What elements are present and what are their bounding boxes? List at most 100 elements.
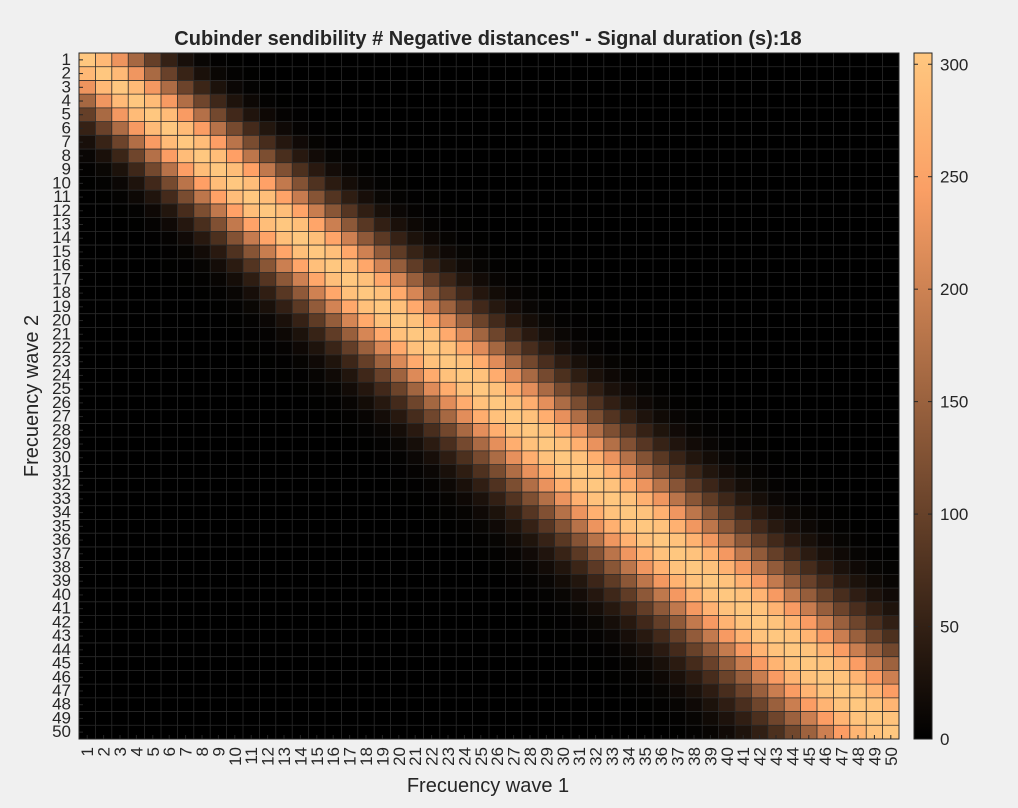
heatmap-cell: [800, 409, 818, 424]
heatmap-cell: [374, 245, 391, 260]
heatmap-cell: [538, 396, 555, 411]
heatmap-cell: [111, 492, 129, 507]
heatmap-cell: [718, 533, 736, 548]
heatmap-cell: [767, 437, 785, 452]
heatmap-cell: [587, 437, 605, 452]
heatmap-cell: [341, 711, 359, 726]
heatmap-cell: [308, 162, 326, 177]
heatmap-cell: [374, 615, 391, 630]
heatmap-cell: [571, 711, 588, 726]
heatmap-cell: [439, 588, 457, 603]
heatmap-cell: [95, 560, 113, 575]
heatmap-cell: [259, 162, 277, 177]
heatmap-cell: [718, 162, 736, 177]
y-tick-label: 43: [52, 626, 71, 645]
heatmap-cell: [603, 588, 621, 603]
heatmap-cell: [456, 190, 473, 205]
heatmap-cell: [193, 162, 211, 177]
heatmap-cell: [144, 354, 162, 369]
heatmap-cell: [390, 656, 408, 671]
heatmap-cell: [718, 642, 736, 657]
heatmap-cell: [653, 80, 670, 95]
heatmap-cell: [800, 327, 818, 342]
heatmap-cell: [866, 711, 883, 726]
heatmap-cell: [308, 354, 326, 369]
heatmap-cell: [538, 478, 555, 493]
heatmap-cell: [292, 670, 309, 685]
heatmap-cell: [275, 684, 293, 699]
heatmap-cell: [571, 66, 588, 81]
heatmap-cell: [439, 203, 457, 218]
heatmap-cell: [374, 560, 391, 575]
heatmap-cell: [95, 588, 113, 603]
heatmap-cell: [423, 176, 441, 191]
heatmap-cell: [538, 107, 555, 122]
heatmap-cell: [849, 286, 867, 301]
heatmap-cell: [456, 231, 473, 246]
heatmap-cell: [390, 423, 408, 438]
heatmap-cell: [538, 368, 555, 383]
heatmap-cell: [620, 642, 637, 657]
heatmap-cell: [784, 80, 801, 95]
y-tick-label: 15: [52, 242, 71, 261]
heatmap-cell: [685, 711, 703, 726]
heatmap-cell: [849, 53, 867, 68]
heatmap-cell: [308, 560, 326, 575]
heatmap-cell: [226, 574, 244, 589]
heatmap-cell: [357, 217, 375, 232]
heatmap-cell: [259, 327, 277, 342]
heatmap-cell: [489, 492, 506, 507]
heatmap-cell: [620, 492, 637, 507]
heatmap-cell: [587, 149, 605, 164]
heatmap-cell: [111, 546, 129, 561]
heatmap-cell: [882, 149, 900, 164]
heatmap-cell: [620, 354, 637, 369]
heatmap-cell: [603, 684, 621, 699]
heatmap-cell: [325, 327, 342, 342]
heatmap-cell: [243, 519, 260, 534]
heatmap-cell: [751, 382, 769, 397]
heatmap-cell: [292, 478, 309, 493]
heatmap-cell: [79, 66, 96, 81]
heatmap-cell: [587, 560, 605, 575]
heatmap-cell: [866, 601, 883, 616]
heatmap-cell: [325, 546, 342, 561]
heatmap-cell: [275, 203, 293, 218]
heatmap-cell: [718, 217, 736, 232]
x-tick-label: 17: [341, 747, 360, 766]
heatmap-cell: [357, 94, 375, 109]
heatmap-cell: [685, 162, 703, 177]
heatmap-cell: [275, 258, 293, 273]
heatmap-cell: [439, 697, 457, 712]
heatmap-cell: [292, 286, 309, 301]
heatmap-cell: [95, 53, 113, 68]
heatmap-cell: [243, 66, 260, 81]
heatmap-cell: [111, 725, 129, 740]
heatmap-cell: [456, 258, 473, 273]
heatmap-cell: [390, 299, 408, 314]
heatmap-cell: [407, 286, 424, 301]
heatmap-cell: [95, 656, 113, 671]
heatmap-cell: [489, 629, 506, 644]
heatmap-cell: [521, 313, 539, 328]
heatmap-cell: [521, 423, 539, 438]
heatmap-cell: [341, 135, 359, 150]
heatmap-cell: [800, 299, 818, 314]
heatmap-cell: [620, 149, 637, 164]
heatmap-cell: [325, 354, 342, 369]
heatmap-cell: [390, 80, 408, 95]
heatmap-cell: [669, 574, 687, 589]
heatmap-cell: [259, 245, 277, 260]
heatmap-cell: [423, 601, 441, 616]
heatmap-cell: [423, 121, 441, 136]
heatmap-cell: [620, 423, 637, 438]
heatmap-cell: [210, 423, 227, 438]
heatmap-cell: [571, 190, 588, 205]
heatmap-cell: [226, 656, 244, 671]
heatmap-cell: [538, 176, 555, 191]
heatmap-cell: [79, 231, 96, 246]
heatmap-cell: [620, 478, 637, 493]
heatmap-cell: [817, 258, 834, 273]
heatmap-cell: [571, 546, 588, 561]
heatmap-cell: [751, 66, 769, 81]
